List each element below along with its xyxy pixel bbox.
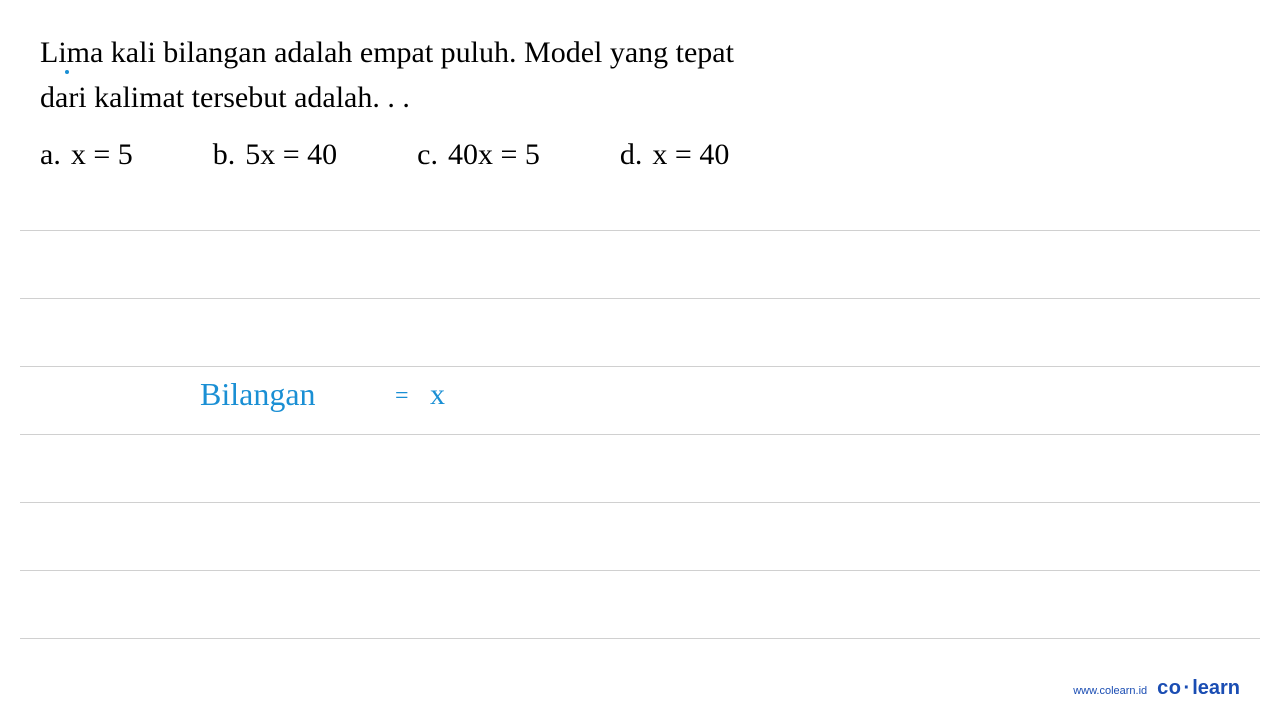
brand-co: co xyxy=(1157,677,1181,699)
handwriting-area: Bilangan = x xyxy=(0,188,1280,720)
footer: www.colearn.id co·learn xyxy=(1073,677,1240,700)
question-line-2: dari kalimat tersebut adalah. . . xyxy=(40,81,410,114)
handwritten-var: x xyxy=(430,378,445,412)
accent-dot xyxy=(65,70,69,74)
option-d-label: d. xyxy=(620,138,643,172)
ruled-line xyxy=(20,434,1260,435)
ruled-line xyxy=(20,570,1260,571)
options-row: a. x = 5 b. 5x = 40 c. 40x = 5 d. x = 40 xyxy=(40,138,1240,172)
handwritten-word: Bilangan xyxy=(200,376,316,413)
option-a: a. x = 5 xyxy=(40,138,133,172)
footer-url: www.colearn.id xyxy=(1073,685,1147,697)
option-b: b. 5x = 40 xyxy=(213,138,337,172)
ruled-line xyxy=(20,298,1260,299)
brand-learn: learn xyxy=(1192,677,1240,699)
option-d: d. x = 40 xyxy=(620,138,729,172)
question-block: Lima kali bilangan adalah empat puluh. M… xyxy=(0,0,1280,172)
handwritten-equals: = xyxy=(395,383,409,410)
option-a-math: x = 5 xyxy=(71,138,133,172)
option-c-label: c. xyxy=(417,138,438,172)
question-line-1: Lima kali bilangan adalah empat puluh. M… xyxy=(40,36,734,69)
option-a-label: a. xyxy=(40,138,61,172)
footer-brand: co·learn xyxy=(1157,677,1240,700)
option-d-math: x = 40 xyxy=(652,138,729,172)
question-text: Lima kali bilangan adalah empat puluh. M… xyxy=(40,30,1240,120)
ruled-line xyxy=(20,230,1260,231)
ruled-line xyxy=(20,366,1260,367)
brand-dot: · xyxy=(1184,677,1191,699)
ruled-line xyxy=(20,638,1260,639)
option-b-math: 5x = 40 xyxy=(245,138,337,172)
option-c: c. 40x = 5 xyxy=(417,138,540,172)
ruled-line xyxy=(20,502,1260,503)
option-c-math: 40x = 5 xyxy=(448,138,540,172)
option-b-label: b. xyxy=(213,138,236,172)
